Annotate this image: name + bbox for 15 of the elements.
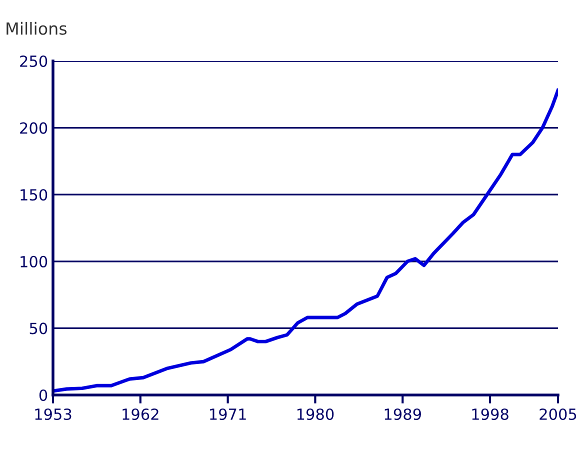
x-tick-label: 1980: [297, 408, 334, 420]
x-tick-label: 2005: [540, 408, 576, 420]
y-tick-label: 100: [20, 256, 48, 268]
line-series: [53, 88, 558, 393]
y-tick-label: 200: [20, 122, 48, 134]
y-tick-label: 50: [30, 322, 48, 334]
x-tick-label: 1953: [35, 408, 72, 420]
x-tick-label: 1989: [384, 408, 421, 420]
y-tick-label: 250: [20, 55, 48, 68]
x-tick-label: 1962: [122, 408, 158, 420]
y-tick-label: 150: [20, 189, 48, 201]
x-tick-label: 1998: [472, 408, 508, 420]
y-axis-title: Millions: [6, 22, 67, 35]
y-tick-label: 0: [39, 389, 48, 402]
x-tick-label: 1971: [210, 408, 246, 420]
